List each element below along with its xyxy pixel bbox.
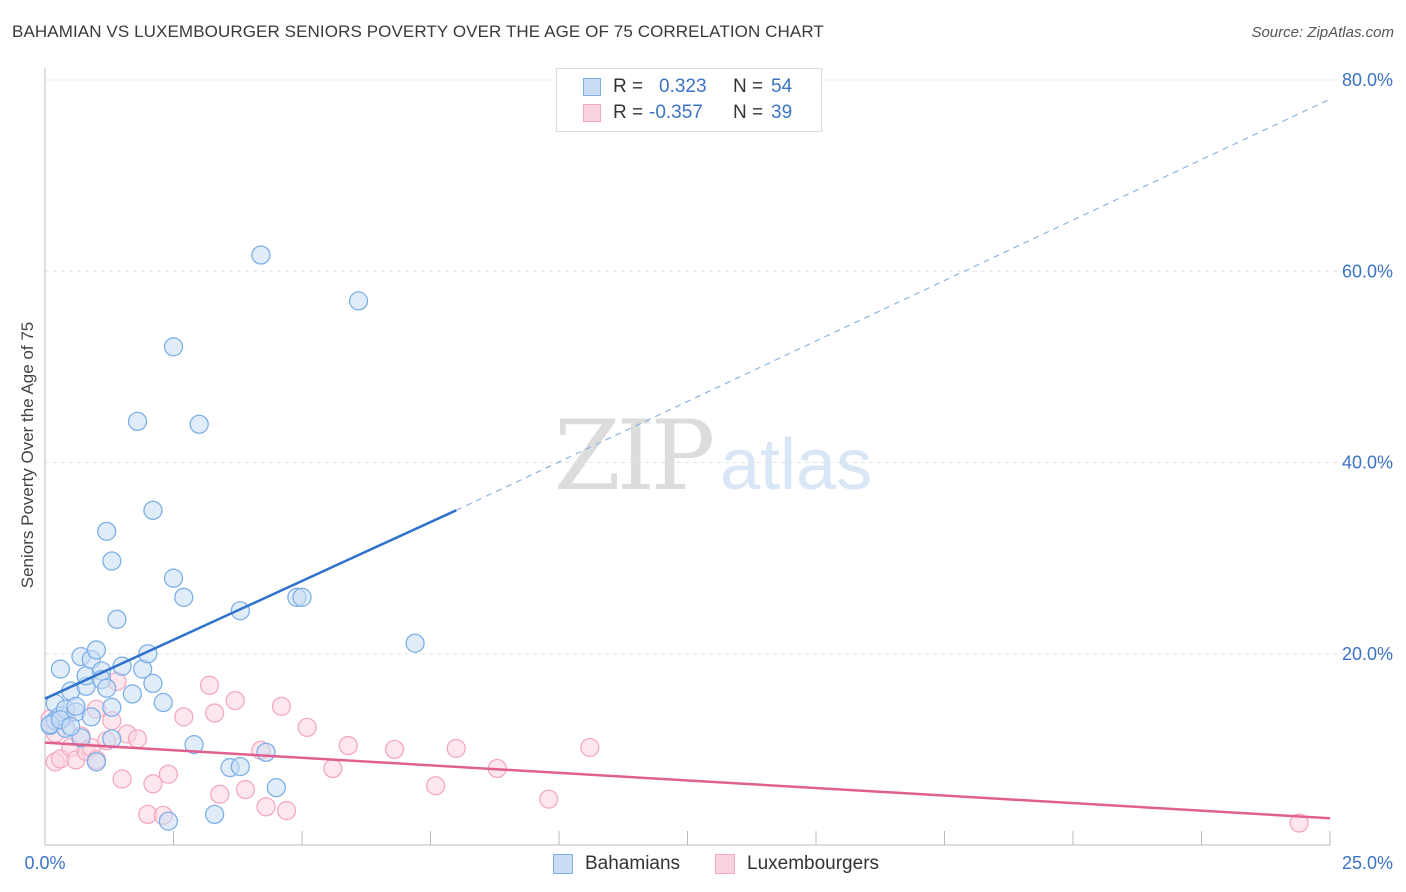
bahamian-point [266,777,286,798]
luxembourger-point [323,758,343,779]
luxembourger-point [271,696,292,716]
bahamian-point [122,684,143,704]
legend-label-luxembourgers: Luxembourgers [747,853,880,874]
luxembourger-point [384,739,405,760]
luxembourger-point [338,735,358,756]
bahamian-point [251,245,271,265]
bahamian-point [230,601,250,621]
correlation-legend: R = 0.323 N = 54 R = -0.357 N = 39 [556,68,822,132]
r-value-luxembourgers: -0.357 [649,102,703,123]
n-label: N = [733,76,764,97]
luxembourger-point [143,774,163,794]
bahamian-point [102,551,122,571]
bahamian-trend-extension [455,98,1331,511]
luxembourger-point [199,675,220,695]
luxembourger-point [235,779,256,800]
luxembourger-point [1289,813,1309,833]
bahamian-point [127,411,148,432]
luxembourgers-legend-swatch [715,854,735,874]
bahamian-point [86,752,107,772]
luxembourger-point [276,800,297,821]
bahamian-point [292,587,312,607]
series-legend: Bahamians Luxembourgers [0,852,1406,878]
x-tick-label: 25.0% [1342,853,1393,873]
n-value-luxembourgers: 39 [771,102,793,123]
y-axis-label: Seniors Poverty Over the Age of 75 [18,321,37,589]
luxembourgers-swatch [583,104,601,122]
luxembourger-point [256,797,276,817]
bahamian-point [348,291,369,311]
luxembourger-point [204,703,225,723]
bahamians-legend-swatch [553,854,573,874]
x-tick-label: 0.0% [24,853,65,873]
watermark-zip: ZIP [554,400,715,512]
bahamian-point [50,659,71,679]
luxembourger-point [158,764,179,784]
luxembourger-point [446,738,466,759]
bahamian-trend-line [44,509,457,700]
bahamian-point [153,692,173,713]
watermark-atlas: atlas [720,425,873,505]
bahamian-point [405,633,425,653]
bahamian-point [204,804,225,825]
bahamian-point [163,568,184,588]
bahamian-point [86,640,107,660]
bahamian-point [143,673,163,694]
n-label: N = [733,102,764,123]
luxembourger-point [112,769,132,789]
luxembourger-point [225,690,245,711]
legend-label-bahamians: Bahamians [585,853,681,874]
r-value-bahamians: 0.323 [659,76,707,97]
bahamian-point [66,696,86,716]
y-tick-label: 80.0% [1342,70,1393,90]
source-label: Source: ZipAtlas.com [1251,24,1394,41]
luxembourger-point [174,707,194,727]
luxembourger-point [127,729,148,749]
bahamian-point [256,742,276,762]
y-tick-label: 60.0% [1342,261,1393,281]
bahamian-point [102,697,122,717]
bahamian-point [184,734,204,755]
bahamian-point [189,414,209,434]
bahamian-point [81,707,101,727]
luxembourger-point [580,737,600,758]
y-tick-label: 40.0% [1342,453,1393,473]
bahamian-point [61,716,81,737]
luxembourger-trend-line [44,741,1331,820]
luxembourger-point [297,717,317,738]
luxembourger-point [210,784,230,804]
y-tick-label: 20.0% [1342,644,1393,664]
r-label: R = [613,76,644,97]
luxembourger-point [539,789,559,809]
n-value-bahamians: 54 [771,76,793,97]
bahamian-point [107,609,127,629]
luxembourger-point [425,776,446,796]
bahamians-swatch [583,78,601,96]
bahamian-point [230,756,250,777]
chart-title: BAHAMIAN VS LUXEMBOURGER SENIORS POVERTY… [12,22,824,41]
bahamian-point [163,337,184,357]
bahamian-point [158,811,179,831]
bahamian-point [97,521,117,541]
bahamian-point [97,678,117,698]
r-label: R = [613,102,644,123]
bahamian-point [174,587,194,607]
bahamian-point [143,500,163,520]
